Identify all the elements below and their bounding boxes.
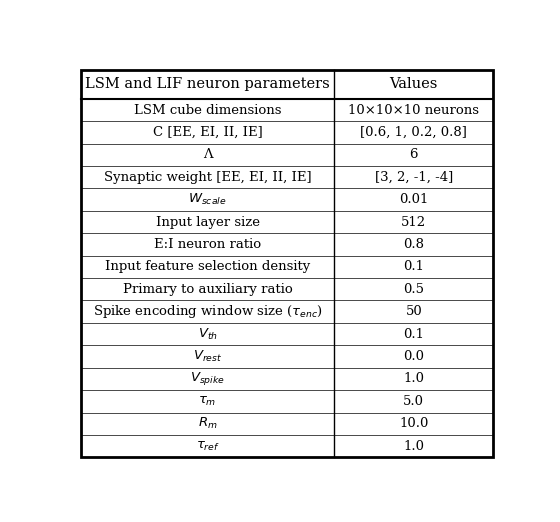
Text: Λ: Λ <box>203 148 212 161</box>
Text: $V_{rest}$: $V_{rest}$ <box>193 349 222 364</box>
Text: 0.8: 0.8 <box>403 238 424 251</box>
Text: 0.1: 0.1 <box>403 260 424 274</box>
Text: $W_{scale}$: $W_{scale}$ <box>188 192 227 207</box>
Text: Synaptic weight [EE, EI, II, IE]: Synaptic weight [EE, EI, II, IE] <box>104 171 311 184</box>
Text: 10×10×10 neurons: 10×10×10 neurons <box>348 103 479 116</box>
Text: $V_{spike}$: $V_{spike}$ <box>190 371 225 387</box>
Text: 0.1: 0.1 <box>403 328 424 340</box>
Text: C [EE, EI, II, IE]: C [EE, EI, II, IE] <box>153 126 263 139</box>
Text: 6: 6 <box>409 148 418 161</box>
Text: 0.5: 0.5 <box>403 283 424 296</box>
Text: LSM cube dimensions: LSM cube dimensions <box>134 103 281 116</box>
Text: [3, 2, -1, -4]: [3, 2, -1, -4] <box>375 171 453 184</box>
Text: 10.0: 10.0 <box>399 417 428 430</box>
Text: E:I neuron ratio: E:I neuron ratio <box>154 238 261 251</box>
Text: [0.6, 1, 0.2, 0.8]: [0.6, 1, 0.2, 0.8] <box>360 126 467 139</box>
Text: 1.0: 1.0 <box>403 372 424 385</box>
Text: Spike encoding window size ($\tau_{enc}$): Spike encoding window size ($\tau_{enc}$… <box>92 303 323 320</box>
Text: $\tau_m$: $\tau_m$ <box>198 395 217 408</box>
Text: Input layer size: Input layer size <box>156 216 260 229</box>
Text: 5.0: 5.0 <box>403 395 424 408</box>
Text: 0.01: 0.01 <box>399 193 428 206</box>
Text: 50: 50 <box>405 305 422 318</box>
Text: $R_m$: $R_m$ <box>198 416 217 431</box>
Text: 0.0: 0.0 <box>403 350 424 363</box>
Text: Input feature selection density: Input feature selection density <box>105 260 310 274</box>
Text: $\tau_{ref}$: $\tau_{ref}$ <box>195 440 220 453</box>
Text: LSM and LIF neuron parameters: LSM and LIF neuron parameters <box>85 77 330 91</box>
Text: 512: 512 <box>401 216 426 229</box>
Text: Primary to auxiliary ratio: Primary to auxiliary ratio <box>123 283 292 296</box>
Text: $V_{th}$: $V_{th}$ <box>198 327 218 342</box>
Text: 1.0: 1.0 <box>403 440 424 453</box>
Text: Values: Values <box>390 77 438 91</box>
